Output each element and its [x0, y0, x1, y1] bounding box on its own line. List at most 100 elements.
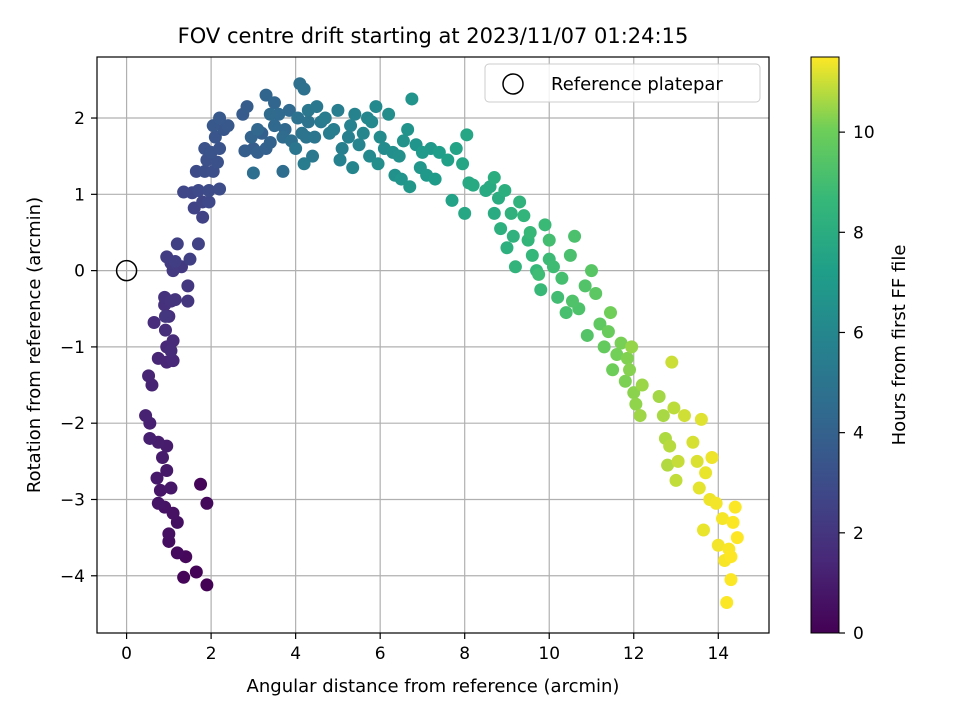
data-point [601, 325, 615, 339]
data-point [213, 111, 227, 125]
x-tick-label: 0 [121, 644, 132, 664]
data-point [711, 538, 725, 552]
data-point [335, 142, 349, 156]
data-point [525, 248, 539, 262]
data-point [667, 401, 681, 415]
data-point [677, 409, 691, 423]
colorbar-tick-label: 10 [853, 123, 875, 143]
legend-reference-marker-icon [502, 73, 524, 95]
data-point [150, 471, 164, 485]
data-point [551, 290, 565, 304]
data-point [460, 128, 474, 142]
colorbar-ticks: 0 2 4 6 8 10 [839, 123, 875, 644]
chart-title: FOV centre drift starting at 2023/11/07 … [178, 24, 689, 48]
data-point [191, 184, 205, 198]
data-point [151, 496, 165, 510]
x-tick-label: 2 [206, 644, 217, 664]
data-point [291, 111, 305, 125]
data-point [671, 454, 685, 468]
data-point [363, 149, 377, 163]
data-point [143, 431, 157, 445]
data-point [563, 248, 577, 262]
data-point [597, 340, 611, 354]
data-point [331, 103, 345, 117]
data-point [584, 264, 598, 278]
data-point [147, 315, 161, 329]
data-point [728, 500, 742, 514]
data-point [709, 496, 723, 510]
data-point [401, 122, 415, 136]
data-point [213, 142, 227, 156]
data-point [604, 306, 618, 320]
data-point [494, 222, 508, 236]
data-point [506, 229, 520, 243]
data-point [365, 115, 379, 129]
data-point [694, 412, 708, 426]
data-point [623, 363, 637, 377]
data-point [705, 451, 719, 465]
x-tick-label: 6 [375, 644, 386, 664]
data-point [589, 287, 603, 301]
x-axis-ticks: 0 2 4 6 8 10 12 14 [121, 633, 729, 664]
data-point [403, 180, 417, 194]
data-point [333, 153, 347, 167]
data-point [356, 126, 370, 140]
data-point [142, 369, 156, 383]
data-point [523, 225, 537, 239]
legend: Reference platepar [484, 63, 761, 103]
data-point [170, 546, 184, 560]
x-tick-label: 10 [538, 644, 560, 664]
data-point [445, 193, 459, 207]
data-point [487, 206, 501, 220]
data-point [487, 171, 501, 185]
data-point [181, 294, 195, 308]
y-tick-label: −2 [60, 414, 85, 434]
data-point [498, 184, 512, 198]
data-point [194, 477, 208, 491]
data-point [202, 195, 216, 209]
data-point [656, 409, 670, 423]
reference-marker [115, 259, 138, 282]
data-point [310, 100, 324, 114]
data-point [692, 481, 706, 495]
data-point [538, 218, 552, 232]
data-point [158, 309, 172, 323]
data-point [504, 206, 518, 220]
data-point [177, 185, 191, 199]
data-point [297, 157, 311, 171]
data-point [263, 107, 277, 121]
data-point [578, 279, 592, 293]
grid-lines [97, 57, 769, 633]
data-point [394, 172, 408, 186]
data-point [669, 473, 683, 487]
data-point [458, 206, 472, 220]
colorbar-tick-label: 0 [853, 624, 864, 644]
data-point [352, 138, 366, 152]
data-point [240, 100, 254, 114]
data-point [346, 161, 360, 175]
data-point [456, 157, 470, 171]
data-point [392, 149, 406, 163]
y-axis-label: Rotation from reference (arcmin) [24, 197, 45, 493]
x-tick-label: 14 [707, 644, 729, 664]
data-point [276, 164, 290, 178]
x-tick-label: 4 [290, 644, 301, 664]
data-point [629, 397, 643, 411]
data-point [268, 119, 282, 133]
data-point [686, 435, 700, 449]
data-point [625, 340, 639, 354]
data-point [158, 323, 172, 337]
data-point [200, 496, 214, 510]
data-point [405, 92, 419, 106]
data-point [726, 515, 740, 529]
data-point [428, 172, 442, 186]
data-point [164, 481, 178, 495]
data-point [208, 130, 222, 144]
colorbar-label: Hours from first FF file [889, 245, 910, 446]
colorbar-tick-label: 2 [853, 524, 864, 544]
data-point [170, 237, 184, 251]
data-point [268, 96, 282, 110]
data-point [308, 130, 322, 144]
data-point [724, 550, 738, 564]
data-point [202, 184, 216, 198]
